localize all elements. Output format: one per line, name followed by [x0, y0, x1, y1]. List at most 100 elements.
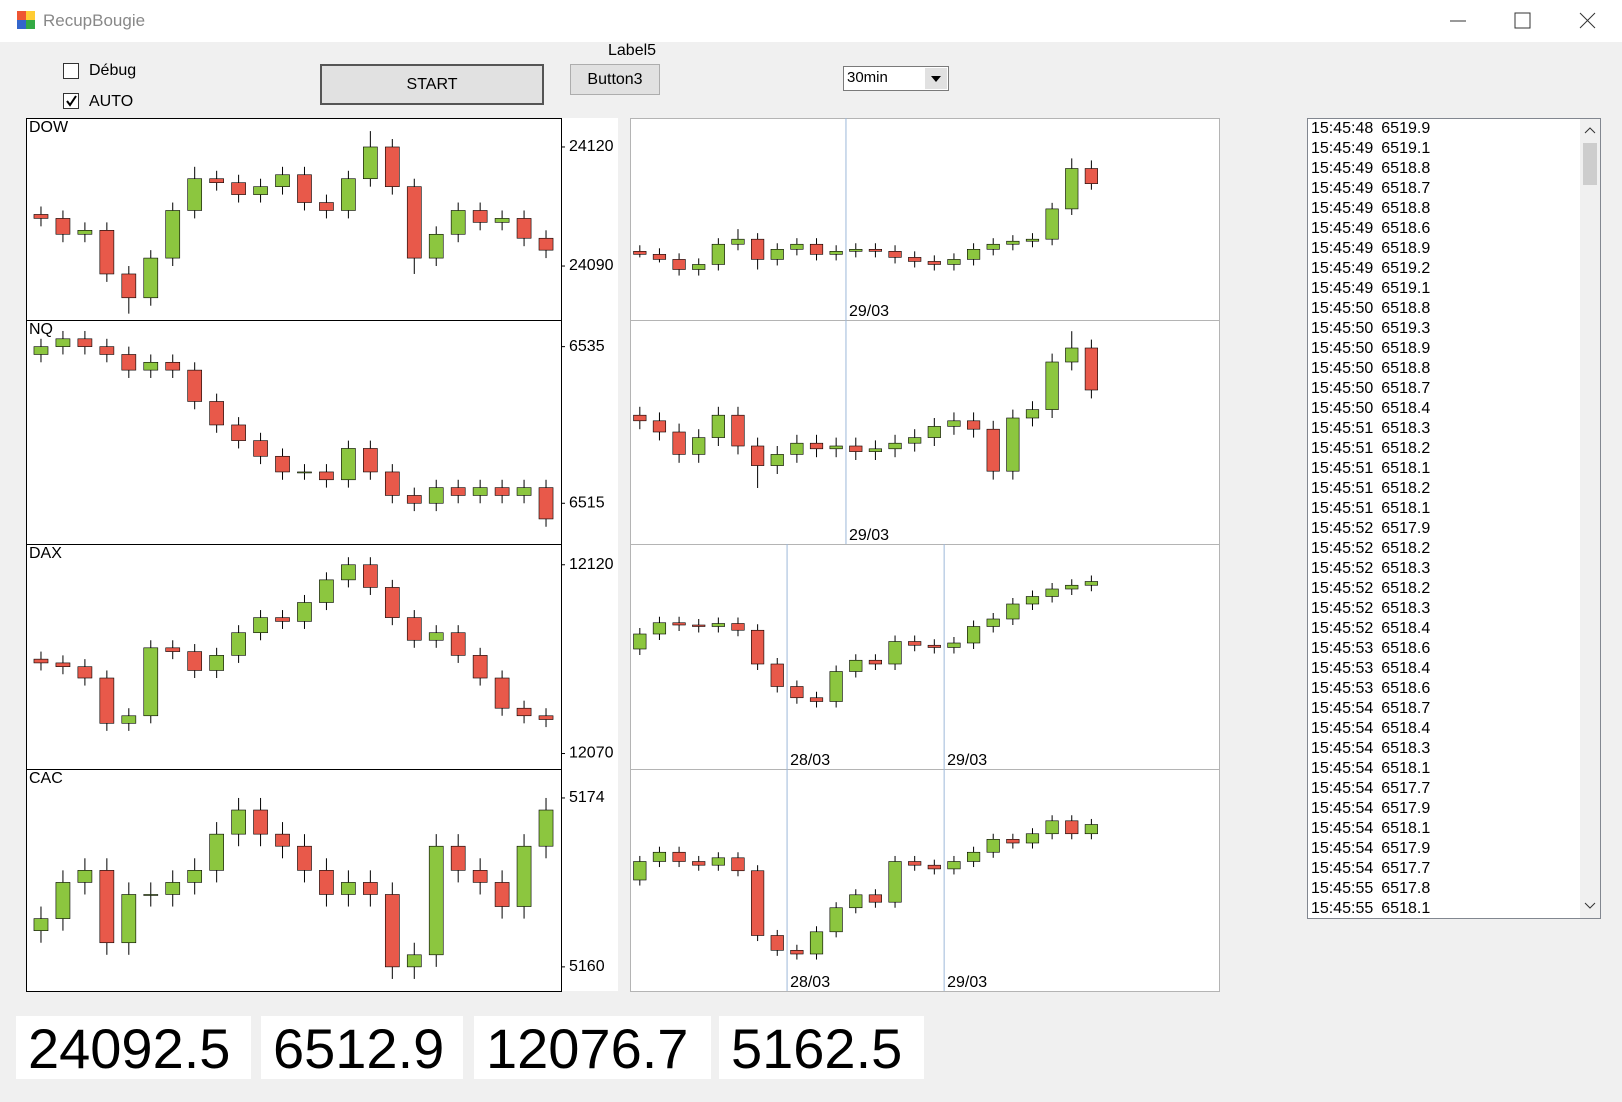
candle-body — [849, 894, 863, 909]
candle-body — [77, 870, 93, 883]
candle-body — [711, 857, 725, 866]
log-time: 15:45:50 — [1311, 400, 1374, 417]
auto-label: AUTO — [89, 93, 134, 110]
log-value: 6517.8 — [1381, 880, 1431, 897]
candle-body — [363, 448, 378, 473]
log-row: 15:45:49 6519.2 — [1308, 259, 1600, 279]
log-row: 15:45:52 6517.9 — [1308, 519, 1600, 539]
log-value: 6517.9 — [1381, 800, 1431, 817]
candle-body — [1084, 347, 1098, 391]
candle-body — [829, 445, 843, 450]
log-time: 15:45:49 — [1311, 240, 1374, 257]
log-value: 6518.6 — [1381, 680, 1431, 697]
log-value: 6518.9 — [1381, 340, 1431, 357]
log-time: 15:45:49 — [1311, 260, 1374, 277]
log-time: 15:45:50 — [1311, 340, 1374, 357]
log-value: 6518.9 — [1381, 240, 1431, 257]
log-time: 15:45:51 — [1311, 420, 1374, 437]
candle-body — [121, 894, 137, 944]
log-time: 15:45:54 — [1311, 760, 1374, 777]
candle-body — [253, 617, 268, 634]
candle-body — [770, 249, 784, 260]
log-row: 15:45:52 6518.2 — [1308, 579, 1600, 599]
log-row: 15:45:49 6519.1 — [1308, 279, 1600, 299]
candle-body — [809, 931, 824, 955]
candle-body — [384, 146, 400, 187]
candle-body — [711, 243, 725, 265]
candle-body — [692, 437, 706, 455]
candle-body — [711, 414, 725, 438]
candle-body — [231, 424, 246, 441]
candle-body — [908, 257, 922, 262]
candle-body — [77, 666, 93, 679]
candle-body — [384, 471, 400, 496]
candle-body — [731, 623, 745, 631]
chart-area — [26, 320, 618, 544]
candle-body — [450, 487, 466, 496]
y-tick-label: 5160 — [569, 958, 605, 975]
scrollbar[interactable] — [1580, 119, 1600, 918]
log-value: 6518.6 — [1381, 220, 1431, 237]
candle-body — [888, 251, 902, 258]
log-row: 15:45:54 6518.1 — [1308, 759, 1600, 779]
candle-body — [363, 146, 378, 180]
candle-body — [253, 809, 268, 835]
candle-body — [538, 715, 554, 720]
candle-body — [77, 230, 93, 235]
candle-body — [99, 870, 115, 944]
log-time: 15:45:49 — [1311, 200, 1374, 217]
candle-body — [652, 254, 667, 260]
button3[interactable]: Button3 — [570, 64, 660, 95]
start-button[interactable]: START — [320, 64, 544, 105]
log-row: 15:45:54 6518.4 — [1308, 719, 1600, 739]
candle-body — [829, 907, 843, 933]
log-row: 15:45:49 6518.8 — [1308, 159, 1600, 179]
log-value: 6518.4 — [1381, 400, 1431, 417]
candle-body — [868, 659, 882, 665]
log-value: 6518.1 — [1381, 900, 1431, 917]
log-row: 15:45:50 6518.7 — [1308, 379, 1600, 399]
log-row: 15:45:50 6518.8 — [1308, 359, 1600, 379]
log-time: 15:45:51 — [1311, 460, 1374, 477]
log-row: 15:45:54 6518.3 — [1308, 739, 1600, 759]
candle-body — [829, 251, 843, 255]
log-time: 15:45:54 — [1311, 840, 1374, 857]
auto-checkbox[interactable] — [63, 93, 79, 109]
window-buttons[interactable] — [1430, 8, 1610, 34]
candle-body — [849, 659, 863, 672]
log-time: 15:45:50 — [1311, 320, 1374, 337]
log-time: 15:45:48 — [1311, 120, 1374, 137]
candle-body — [406, 495, 422, 504]
candle-body — [187, 870, 203, 883]
log-time: 15:45:54 — [1311, 860, 1374, 877]
log-row: 15:45:49 6518.9 — [1308, 239, 1600, 259]
candle-body — [406, 954, 422, 968]
candle-body — [1025, 409, 1040, 419]
candle-body — [231, 182, 246, 195]
candle-body — [165, 647, 181, 652]
log-row: 15:45:52 6518.4 — [1308, 619, 1600, 639]
candle-body — [297, 845, 312, 871]
candle-body — [187, 651, 203, 671]
candle-body — [121, 715, 137, 724]
interval-dropdown[interactable]: 30min — [843, 66, 949, 91]
tick-log[interactable]: 15:45:48 6519.9 15:45:49 6519.1 15:45:49 6518… — [1307, 118, 1601, 919]
candle-body — [516, 487, 532, 496]
candle-body — [711, 623, 725, 627]
debug-checkbox[interactable] — [63, 63, 79, 79]
chart-area — [26, 544, 618, 769]
dropdown-arrow[interactable] — [925, 68, 947, 89]
candle-body — [986, 428, 1000, 472]
candle-body — [672, 622, 686, 626]
log-time: 15:45:49 — [1311, 180, 1374, 197]
candle-body — [450, 210, 466, 235]
candle-body — [538, 809, 554, 847]
log-value: 6517.7 — [1381, 780, 1431, 797]
log-row: 15:45:54 6517.9 — [1308, 799, 1600, 819]
candle-body — [947, 861, 961, 870]
log-value: 6518.8 — [1381, 160, 1431, 177]
log-value: 6518.3 — [1381, 600, 1431, 617]
log-time: 15:45:51 — [1311, 440, 1374, 457]
candle-body — [986, 838, 1000, 853]
price-box: 24092.5 — [16, 1016, 251, 1080]
